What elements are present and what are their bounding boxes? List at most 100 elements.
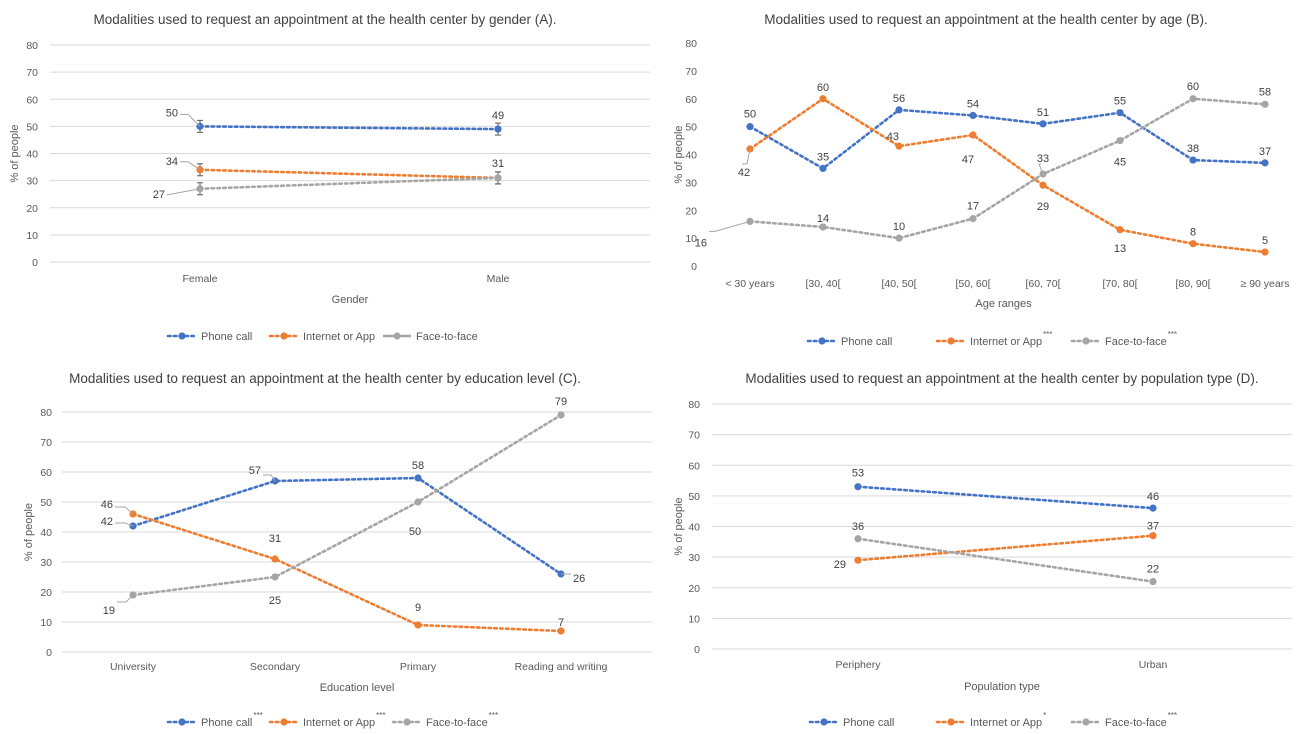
data-label: 16	[695, 237, 707, 249]
data-label: 37	[1259, 146, 1271, 158]
leader-line	[167, 188, 201, 196]
significance-marker: ***	[489, 711, 498, 720]
data-label: 43	[887, 131, 899, 143]
data-point-face-to-face	[1189, 95, 1197, 103]
x-tick-label: Primary	[400, 661, 437, 673]
legend-item-internet-or-app: Internet or App***	[268, 711, 386, 729]
x-tick-label: < 30 years	[725, 278, 774, 290]
y-tick-label: 60	[688, 460, 700, 472]
y-tick-label: 20	[685, 205, 697, 217]
y-tick-label: 20	[40, 587, 52, 599]
data-point-internet-or-app	[895, 142, 903, 150]
data-point-face-to-face	[494, 174, 502, 182]
leader-line	[742, 148, 751, 165]
y-tick-label: 50	[26, 121, 38, 133]
significance-marker: ***	[1168, 330, 1177, 339]
data-point-phone-call	[969, 111, 977, 120]
data-point-phone-call	[854, 483, 862, 491]
legend-label: Face-to-face	[416, 331, 478, 343]
series-line-phone-call	[748, 108, 1267, 170]
x-axis-title: Gender	[332, 294, 369, 306]
significance-marker: ***	[1168, 711, 1177, 720]
y-tick-label: 0	[32, 257, 38, 269]
data-label: 9	[415, 602, 421, 614]
data-label: 50	[166, 107, 178, 119]
x-tick-label: [80, 90[	[1175, 278, 1210, 290]
legend-item-phone-call: Phone call	[166, 331, 252, 343]
data-label: 47	[962, 154, 974, 166]
x-tick-label: Urban	[1139, 659, 1168, 671]
legend-item-face-to-face: Face-to-face***	[1070, 330, 1177, 348]
legend-item-internet-or-app: Internet or App*	[935, 711, 1046, 729]
y-tick-label: 70	[688, 430, 700, 442]
legend-item-internet-or-app: Internet or App	[268, 331, 375, 343]
data-label: 27	[153, 189, 165, 201]
data-label: 45	[1114, 157, 1126, 169]
significance-marker: ***	[1043, 330, 1052, 339]
data-label: 58	[412, 460, 424, 472]
legend-label: Internet or App	[303, 331, 375, 343]
data-point-phone-call	[1039, 120, 1047, 128]
chart-title: Modalities used to request an appointmen…	[93, 12, 556, 27]
data-point-internet-or-app	[1116, 226, 1124, 234]
series-line-internet-or-app	[131, 512, 563, 633]
data-point-internet-or-app	[969, 131, 977, 139]
leader-line	[180, 113, 201, 127]
data-point-face-to-face	[196, 185, 204, 193]
series-line-internet-or-app	[856, 534, 1155, 562]
legend-marker	[178, 332, 186, 340]
data-label: 49	[492, 110, 504, 122]
y-tick-label: 10	[40, 617, 52, 629]
chart-title: Modalities used to request an appointmen…	[764, 12, 1208, 27]
legend-label: Internet or App	[970, 336, 1042, 348]
y-tick-label: 30	[688, 552, 700, 564]
chart-age: Modalities used to request an appointmen…	[673, 12, 1289, 348]
y-axis-title: % of people	[673, 125, 685, 183]
leader-line	[180, 161, 201, 171]
y-tick-label: 30	[40, 557, 52, 569]
legend-marker	[820, 718, 828, 726]
data-point-phone-call	[895, 106, 903, 114]
legend-marker	[403, 718, 411, 726]
data-label: 38	[1187, 143, 1199, 155]
y-tick-label: 20	[688, 583, 700, 595]
y-tick-label: 60	[40, 467, 52, 479]
data-label: 42	[738, 167, 750, 179]
data-label: 17	[967, 201, 979, 213]
data-label: 79	[555, 396, 567, 408]
data-label: 57	[249, 465, 261, 477]
data-point-internet-or-app	[557, 627, 565, 635]
legend-marker	[178, 718, 186, 726]
data-point-face-to-face	[1149, 578, 1157, 586]
leader-line	[1038, 163, 1044, 175]
data-point-phone-call	[414, 474, 422, 482]
x-tick-label: [40, 50[	[881, 278, 916, 290]
y-tick-label: 60	[26, 94, 38, 106]
x-axis-title: Education level	[320, 682, 395, 694]
legend-label: Phone call	[201, 717, 252, 729]
y-tick-label: 30	[26, 176, 38, 188]
y-tick-label: 20	[26, 203, 38, 215]
data-label: 53	[852, 468, 864, 480]
x-axis-title: Age ranges	[975, 298, 1032, 310]
y-tick-label: 70	[685, 66, 697, 78]
series-line-internet-or-app	[748, 97, 1267, 254]
data-label: 46	[101, 499, 113, 511]
y-tick-label: 80	[688, 399, 700, 411]
chart-title: Modalities used to request an appointmen…	[69, 371, 581, 386]
series-line-phone-call	[131, 476, 563, 576]
x-tick-label: [30, 40[	[805, 278, 840, 290]
data-point-phone-call	[494, 125, 502, 133]
series-line-face-to-face	[856, 537, 1155, 583]
data-label: 26	[573, 573, 585, 585]
x-axis-title: Population type	[964, 681, 1040, 693]
data-label: 50	[409, 526, 421, 538]
significance-marker: ***	[253, 711, 262, 720]
data-label: 54	[967, 98, 979, 110]
data-label: 56	[893, 93, 905, 105]
x-tick-label: [70, 80[	[1102, 278, 1137, 290]
data-point-face-to-face	[414, 498, 422, 506]
data-label: 31	[492, 158, 504, 170]
data-label: 8	[1190, 227, 1196, 239]
legend-label: Phone call	[841, 336, 892, 348]
